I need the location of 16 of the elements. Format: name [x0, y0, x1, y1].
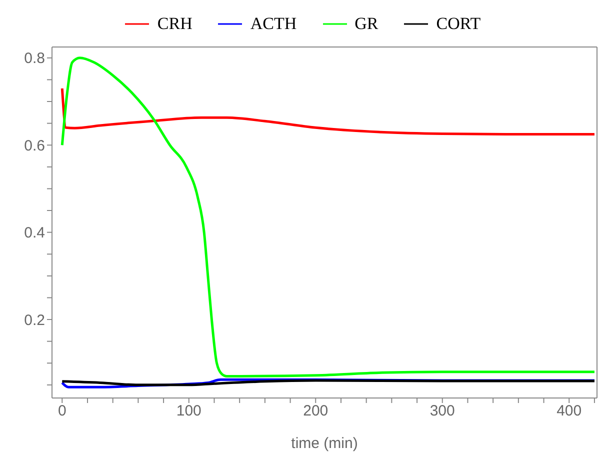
- x-tick-label: 100: [176, 402, 202, 420]
- y-tick-label: 0.2: [24, 312, 45, 329]
- legend-label: ACTH: [250, 14, 297, 34]
- legend-label: CORT: [436, 14, 481, 34]
- x-tick-label: 0: [58, 402, 66, 420]
- x-tick-label: 200: [303, 402, 328, 420]
- y-tick-label: 0.8: [24, 50, 45, 68]
- legend-label: GR: [354, 14, 378, 34]
- x-axis-title: time (min): [291, 435, 358, 452]
- line-series: [60, 87, 596, 136]
- line-series: [60, 56, 596, 378]
- x-tick-label: 400: [556, 402, 582, 420]
- y-tick-label: 0.6: [24, 137, 45, 154]
- legend-label: CRH: [157, 14, 192, 34]
- y-tick-label: 0.4: [24, 224, 45, 242]
- x-tick-label: 300: [430, 402, 455, 420]
